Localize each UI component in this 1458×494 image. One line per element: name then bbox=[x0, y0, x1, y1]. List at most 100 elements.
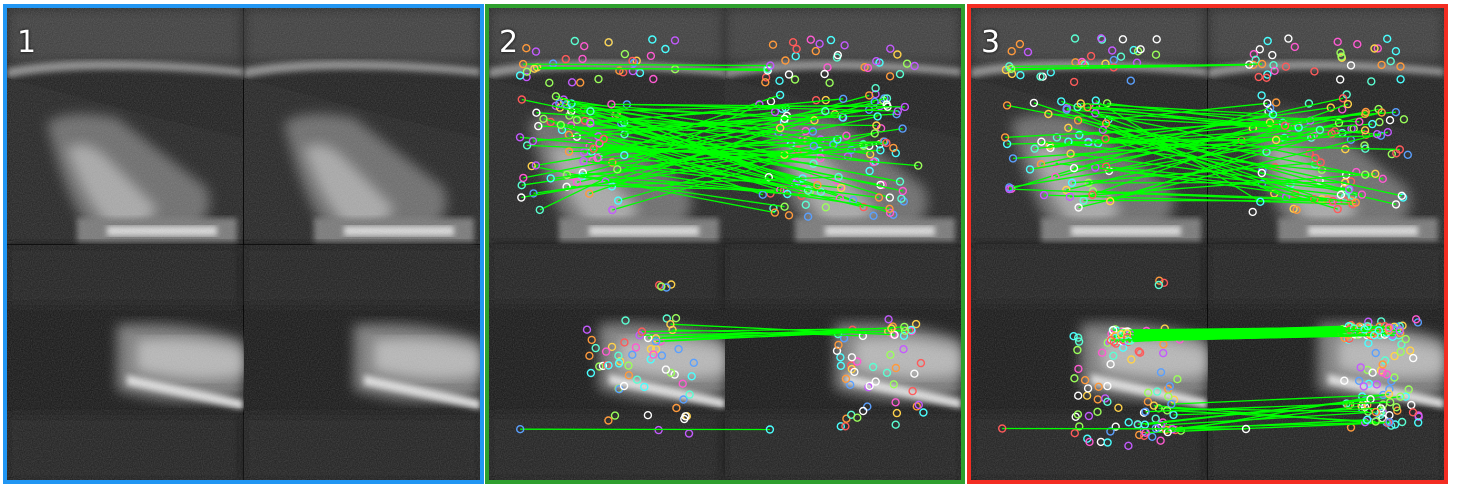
keypoint-marker bbox=[1398, 193, 1408, 202]
keypoint-marker bbox=[910, 369, 919, 378]
keypoint-marker bbox=[842, 131, 851, 140]
panel-3-match-lines bbox=[998, 59, 1406, 437]
match-line bbox=[555, 95, 890, 199]
match-line bbox=[1167, 393, 1390, 433]
keypoint-marker bbox=[579, 42, 589, 51]
keypoint-marker bbox=[1310, 67, 1319, 76]
keypoint-marker bbox=[1333, 204, 1342, 214]
keypoint-marker bbox=[657, 351, 667, 360]
panel-2-image bbox=[489, 8, 961, 480]
keypoint-marker bbox=[531, 47, 541, 56]
match-line bbox=[617, 168, 890, 210]
keypoint-marker bbox=[539, 114, 548, 124]
keypoint-marker bbox=[765, 425, 775, 434]
keypoint-marker bbox=[810, 116, 819, 125]
keypoint-marker bbox=[1073, 345, 1082, 355]
keypoint-marker bbox=[1000, 133, 1010, 142]
keypoint-marker bbox=[891, 363, 901, 373]
keypoint-marker bbox=[671, 314, 681, 323]
keypoint-marker bbox=[1088, 190, 1097, 200]
keypoint-marker bbox=[613, 165, 622, 174]
keypoint-marker bbox=[1064, 123, 1073, 133]
keypoint-marker bbox=[585, 351, 594, 360]
keypoint-marker bbox=[764, 172, 773, 182]
keypoint-marker bbox=[1074, 203, 1083, 212]
keypoint-marker bbox=[1257, 168, 1266, 178]
match-line bbox=[1002, 427, 1247, 430]
keypoint-marker bbox=[1084, 411, 1094, 421]
keypoint-marker bbox=[1396, 75, 1405, 84]
match-line bbox=[1145, 401, 1391, 413]
keypoint-marker bbox=[1346, 61, 1356, 70]
keypoint-marker bbox=[882, 368, 892, 377]
keypoint-marker bbox=[834, 340, 843, 350]
keypoint-marker bbox=[1411, 315, 1421, 324]
keypoint-marker bbox=[886, 44, 895, 53]
keypoint-marker bbox=[1373, 44, 1382, 53]
match-line bbox=[1111, 334, 1375, 341]
keypoint-marker bbox=[809, 141, 818, 151]
keypoint-marker bbox=[1326, 103, 1335, 112]
keypoint-marker bbox=[1147, 432, 1157, 441]
keypoint-marker bbox=[1382, 370, 1391, 379]
keypoint-marker bbox=[1390, 351, 1399, 361]
keypoint-marker bbox=[914, 161, 923, 170]
panel-1-ultrasound-pairs: 1 bbox=[3, 4, 484, 484]
match-line bbox=[1041, 141, 1366, 176]
keypoint-marker bbox=[1071, 412, 1080, 421]
match-line bbox=[626, 103, 898, 112]
match-line bbox=[1029, 111, 1366, 171]
keypoint-marker bbox=[1272, 98, 1281, 107]
keypoint-marker bbox=[1165, 382, 1175, 391]
keypoint-marker bbox=[916, 358, 926, 368]
keypoint-marker bbox=[1051, 159, 1060, 168]
keypoint-marker bbox=[1156, 368, 1166, 377]
keypoint-marker bbox=[643, 411, 653, 420]
keypoint-marker bbox=[865, 166, 874, 176]
keypoint-marker bbox=[895, 69, 905, 79]
match-line bbox=[571, 102, 815, 121]
keypoint-marker bbox=[1103, 438, 1112, 447]
keypoint-marker bbox=[1336, 75, 1345, 84]
keypoint-marker bbox=[1353, 40, 1362, 49]
keypoint-marker bbox=[522, 67, 532, 76]
keypoint-marker bbox=[1152, 35, 1161, 44]
keypoint-marker bbox=[837, 183, 846, 193]
keypoint-marker bbox=[790, 75, 800, 84]
keypoint-marker bbox=[1173, 375, 1182, 384]
match-line bbox=[611, 103, 905, 108]
keypoint-marker bbox=[998, 424, 1007, 433]
match-line bbox=[1095, 166, 1356, 204]
keypoint-marker bbox=[1270, 66, 1279, 75]
keypoint-marker bbox=[610, 411, 620, 420]
keypoint-marker bbox=[1409, 353, 1418, 363]
keypoint-marker bbox=[1414, 412, 1423, 421]
keypoint-marker bbox=[1143, 388, 1153, 397]
keypoint-marker bbox=[1372, 380, 1381, 389]
keypoint-marker bbox=[615, 66, 624, 75]
keypoint-marker bbox=[810, 172, 819, 182]
keypoint-marker bbox=[595, 362, 604, 371]
keypoint-marker bbox=[1281, 62, 1291, 71]
keypoint-marker bbox=[1085, 437, 1094, 447]
keypoint-marker bbox=[535, 205, 544, 215]
keypoint-marker bbox=[1124, 418, 1133, 427]
keypoint-marker bbox=[1062, 105, 1071, 114]
keypoint-marker bbox=[1093, 407, 1102, 416]
keypoint-marker bbox=[897, 194, 906, 203]
match-line bbox=[1127, 327, 1355, 335]
keypoint-marker bbox=[1016, 70, 1025, 80]
keypoint-marker bbox=[1262, 73, 1271, 83]
keypoint-marker bbox=[620, 49, 630, 59]
keypoint-marker bbox=[898, 124, 907, 133]
keypoint-marker bbox=[1396, 62, 1405, 71]
keypoint-marker bbox=[1371, 348, 1380, 358]
keypoint-marker bbox=[1036, 72, 1045, 81]
keypoint-marker bbox=[884, 315, 893, 324]
keypoint-marker bbox=[1316, 158, 1325, 167]
keypoint-marker bbox=[689, 358, 699, 367]
keypoint-marker bbox=[1248, 207, 1257, 217]
match-line bbox=[590, 110, 874, 163]
match-line bbox=[566, 103, 834, 146]
keypoint-marker bbox=[604, 38, 613, 47]
